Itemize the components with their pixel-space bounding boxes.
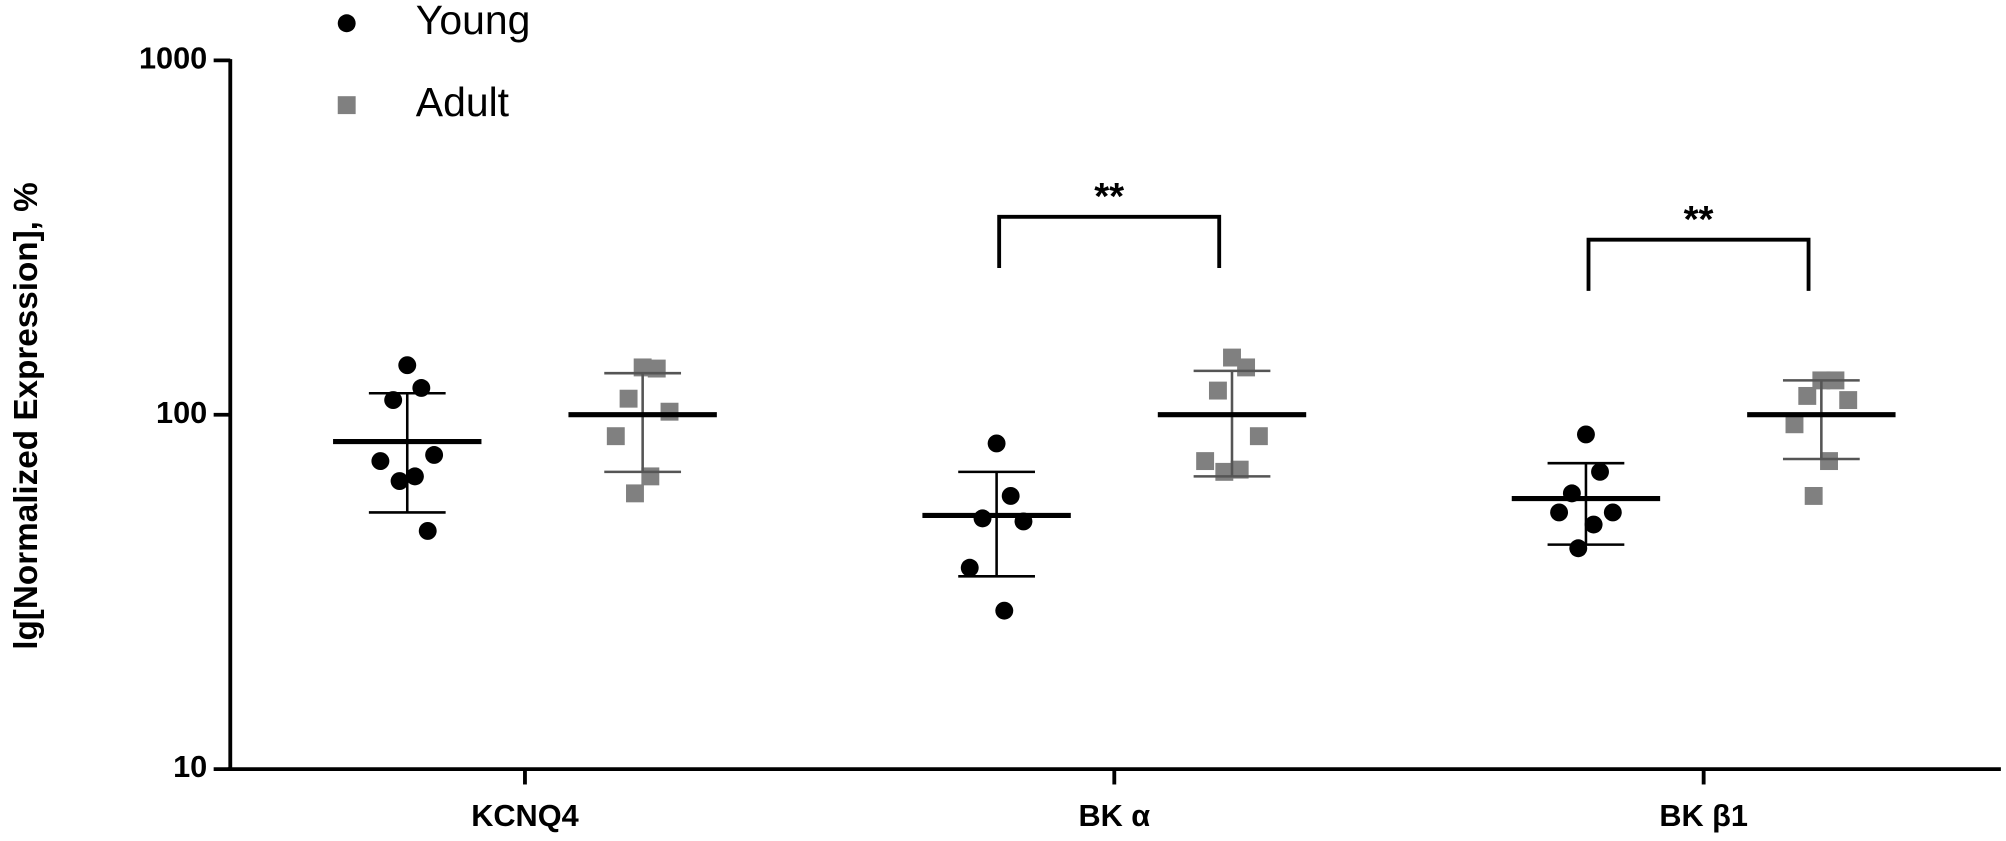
data-point <box>1785 415 1804 434</box>
data-point <box>1208 381 1227 400</box>
data-point <box>995 601 1014 620</box>
legend-label: Adult <box>416 79 510 125</box>
data-point <box>1196 452 1215 471</box>
data-point <box>619 389 638 408</box>
data-point <box>1820 452 1838 471</box>
significance-label: ** <box>1094 175 1124 218</box>
data-point <box>1591 462 1609 481</box>
data-point <box>398 356 417 375</box>
data-point <box>1237 358 1256 377</box>
data-point <box>1230 460 1249 479</box>
significance-bracket <box>1586 237 1811 291</box>
data-point <box>626 484 644 503</box>
data-point <box>1603 503 1622 522</box>
data-point <box>1584 515 1603 534</box>
data-point <box>1798 386 1817 405</box>
data-point <box>1249 427 1268 446</box>
data-point <box>647 359 666 378</box>
data-point <box>405 467 424 486</box>
data-point <box>384 391 403 410</box>
legend-marker <box>337 96 356 115</box>
significance-bracket <box>997 214 1222 269</box>
y-axis-label: lg[Normalized Expression], % <box>8 182 45 649</box>
x-tick-label: KCNQ4 <box>471 798 578 833</box>
data-point <box>1550 503 1569 522</box>
significance-label: ** <box>1684 198 1714 241</box>
data-point <box>1215 462 1234 481</box>
data-point <box>390 472 409 490</box>
data-point <box>633 358 652 377</box>
legend-label: Young <box>416 0 531 43</box>
data-point <box>973 509 992 528</box>
data-point <box>418 521 437 540</box>
data-point <box>1001 486 1020 505</box>
data-point <box>1804 486 1823 505</box>
data-point <box>1576 425 1595 444</box>
y-tick-label: 1000 <box>139 40 207 75</box>
data-point <box>1839 391 1858 410</box>
data-point <box>606 427 625 446</box>
legend-marker <box>337 14 356 33</box>
y-tick-label: 10 <box>173 749 207 784</box>
x-tick-label: BK α <box>1078 798 1150 833</box>
x-tick-label: BK β1 <box>1659 798 1748 833</box>
data-point <box>660 402 679 421</box>
data-point <box>641 467 660 486</box>
y-tick-label: 100 <box>156 395 207 430</box>
data-point <box>1569 539 1588 558</box>
data-point <box>371 452 390 471</box>
data-point <box>960 558 979 577</box>
data-point <box>987 434 1006 453</box>
data-point <box>425 446 444 464</box>
data-point <box>1223 348 1241 367</box>
